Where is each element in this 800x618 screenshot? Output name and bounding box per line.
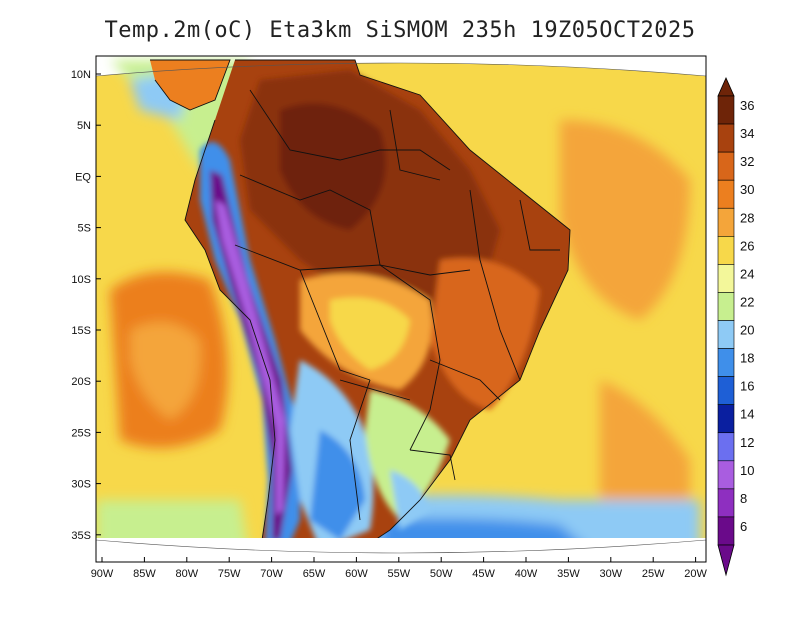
colorbar-segment bbox=[717, 207, 735, 237]
colorbar-label: 6 bbox=[740, 519, 747, 534]
map-domain bbox=[96, 59, 706, 538]
colorbar-label: 36 bbox=[740, 98, 754, 113]
lon-tick-label: 60W bbox=[345, 568, 368, 580]
colorbar-label: 34 bbox=[740, 126, 754, 141]
colorbar-segment bbox=[717, 151, 735, 181]
lon-tick-label: 70W bbox=[260, 568, 283, 580]
colorbar-segment bbox=[717, 516, 735, 546]
lon-tick-label: 75W bbox=[218, 568, 241, 580]
lat-tick-label: 30S bbox=[71, 479, 91, 491]
colorbar-label: 32 bbox=[740, 154, 754, 169]
lon-tick-label: 35W bbox=[557, 568, 580, 580]
colorbar-max-arrow bbox=[717, 77, 735, 97]
colorbar-segment bbox=[717, 348, 735, 377]
colorbar-segment bbox=[717, 432, 735, 462]
colorbar: 36 34 32 30 28 26 24 22 20 18 16 14 12 10 8 6 bbox=[717, 77, 754, 577]
lat-tick-label: 10S bbox=[71, 274, 91, 286]
colorbar-segment bbox=[717, 95, 735, 125]
longitude-axis: 90W 85W 80W 75W 70W 65W 60W 55W 50W 45W 40W 35W 30W 2… bbox=[91, 557, 708, 580]
colorbar-segment bbox=[717, 404, 735, 434]
continent-field bbox=[184, 59, 571, 538]
colorbar-segment bbox=[717, 123, 735, 153]
colorbar-label: 14 bbox=[740, 407, 754, 422]
lon-tick-label: 30W bbox=[599, 568, 622, 580]
lon-tick-label: 50W bbox=[430, 568, 453, 580]
lat-tick-label: 35S bbox=[71, 530, 91, 542]
lon-tick-label: 25W bbox=[642, 568, 665, 580]
colorbar-label: 28 bbox=[740, 210, 754, 225]
lon-tick-label: 40W bbox=[515, 568, 538, 580]
lat-tick-label: EQ bbox=[75, 171, 91, 183]
map-title: Temp.2m(oC) Eta3km SiSMOM 235h 19Z05OCT2… bbox=[104, 18, 696, 43]
colorbar-label: 18 bbox=[740, 351, 754, 366]
colorbar-min-arrow bbox=[717, 544, 735, 577]
colorbar-segment bbox=[717, 460, 735, 490]
lat-tick-label: 25S bbox=[71, 427, 91, 439]
latitude-axis: 10N 5N EQ 5S 10S 15S 20S 25S 30S 35S bbox=[71, 69, 101, 542]
lon-tick-label: 90W bbox=[91, 568, 114, 580]
lon-tick-label: 55W bbox=[387, 568, 410, 580]
colorbar-segment bbox=[717, 236, 735, 265]
colorbar-segment bbox=[717, 376, 735, 405]
colorbar-label: 22 bbox=[740, 294, 754, 309]
colorbar-segment bbox=[717, 292, 735, 321]
colorbar-label: 12 bbox=[740, 435, 754, 450]
colorbar-segment bbox=[717, 488, 735, 518]
lat-tick-label: 10N bbox=[71, 69, 91, 81]
lon-tick-label: 20W bbox=[684, 568, 707, 580]
lat-tick-label: 15S bbox=[71, 325, 91, 337]
colorbar-label: 20 bbox=[740, 323, 754, 338]
lon-tick-label: 45W bbox=[472, 568, 495, 580]
plot-border bbox=[95, 55, 707, 563]
central-america bbox=[150, 59, 231, 111]
colorbar-label: 16 bbox=[740, 379, 754, 394]
colorbar-segment bbox=[717, 320, 735, 349]
colorbar-segment bbox=[717, 264, 735, 293]
colorbar-label: 8 bbox=[740, 491, 747, 506]
colorbar-label: 26 bbox=[740, 238, 754, 253]
colorbar-segment bbox=[717, 179, 735, 209]
colorbar-label: 30 bbox=[740, 182, 754, 197]
colorbar-label: 24 bbox=[740, 266, 754, 281]
lat-tick-label: 5S bbox=[78, 223, 91, 235]
colorbar-label: 10 bbox=[740, 463, 754, 478]
political-borders bbox=[184, 59, 571, 538]
lon-tick-label: 65W bbox=[303, 568, 326, 580]
lon-tick-label: 80W bbox=[175, 568, 198, 580]
lon-tick-label: 85W bbox=[133, 568, 156, 580]
lat-tick-label: 20S bbox=[71, 376, 91, 388]
lat-tick-label: 5N bbox=[77, 120, 91, 132]
